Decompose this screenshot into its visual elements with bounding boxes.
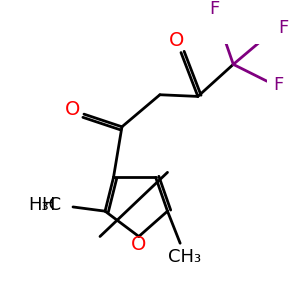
Text: O: O bbox=[64, 100, 80, 118]
Text: O: O bbox=[131, 236, 146, 254]
Text: H₃C: H₃C bbox=[28, 196, 61, 214]
Text: O: O bbox=[169, 31, 184, 50]
Text: CH₃: CH₃ bbox=[168, 248, 201, 266]
Text: F: F bbox=[274, 76, 284, 94]
Text: F: F bbox=[278, 19, 288, 37]
Text: H: H bbox=[41, 196, 54, 214]
Text: F: F bbox=[209, 0, 219, 18]
